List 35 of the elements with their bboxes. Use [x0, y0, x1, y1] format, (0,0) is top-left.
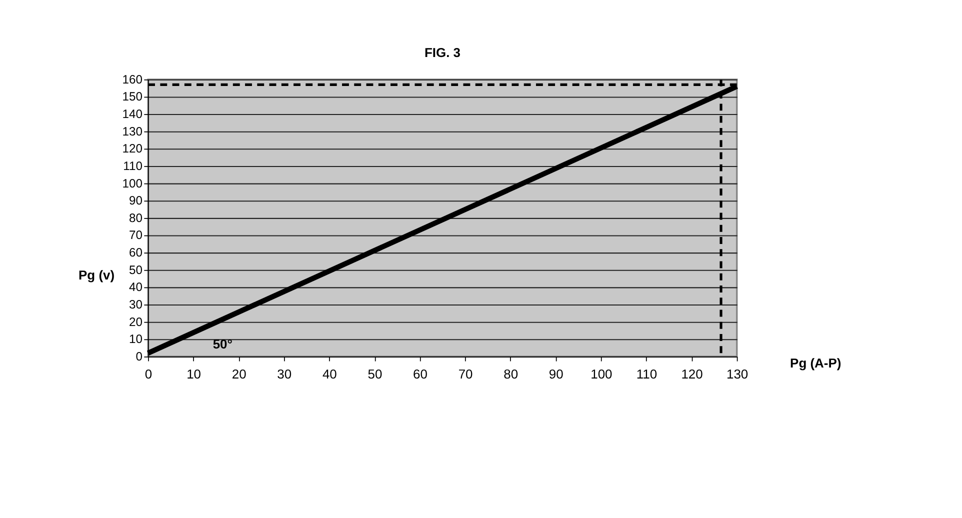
y-tick-label: 60 — [128, 246, 143, 260]
x-axis-title: Pg (A-P) — [790, 355, 842, 370]
y-tick-label: 70 — [128, 228, 143, 242]
y-tick-label: 0 — [136, 349, 143, 364]
y-tick-label: 160 — [122, 72, 143, 86]
y-tick-label: 80 — [128, 210, 143, 225]
x-tick-label: 130 — [726, 366, 748, 382]
y-tick-label: 90 — [128, 194, 143, 208]
x-tick-label: 10 — [186, 366, 202, 382]
y-tick-label: 100 — [122, 176, 143, 190]
y-tick-label: 10 — [128, 332, 143, 346]
annotation: 50° — [212, 336, 232, 352]
y-tick-label: 120 — [122, 142, 143, 156]
x-tick-label: 110 — [636, 366, 658, 382]
x-tick-label: 90 — [548, 366, 564, 382]
x-tick-label: 60 — [413, 366, 428, 382]
chart-title: FIG. 3 — [424, 44, 460, 60]
x-tick-label: 70 — [458, 366, 473, 382]
x-tick-label: 120 — [681, 366, 703, 382]
y-tick-label: 30 — [128, 297, 143, 312]
y-axis-title: Pg (v) — [78, 268, 115, 283]
y-tick-label: 130 — [122, 124, 143, 138]
x-tick-label: 50 — [368, 366, 382, 382]
y-tick-label: 40 — [128, 280, 143, 294]
y-tick-label: 140 — [122, 106, 143, 121]
y-tick-label: 20 — [128, 314, 143, 329]
x-tick-label: 80 — [504, 366, 518, 382]
x-tick-label: 40 — [322, 366, 337, 382]
y-tick-label: 110 — [123, 158, 143, 173]
x-tick-label: 20 — [232, 366, 246, 382]
x-tick-label: 30 — [277, 366, 292, 382]
y-tick-label: 50 — [128, 262, 143, 277]
x-tick-label: 100 — [590, 366, 612, 382]
y-tick-label: 150 — [122, 90, 143, 104]
x-tick-label: 0 — [144, 366, 152, 382]
